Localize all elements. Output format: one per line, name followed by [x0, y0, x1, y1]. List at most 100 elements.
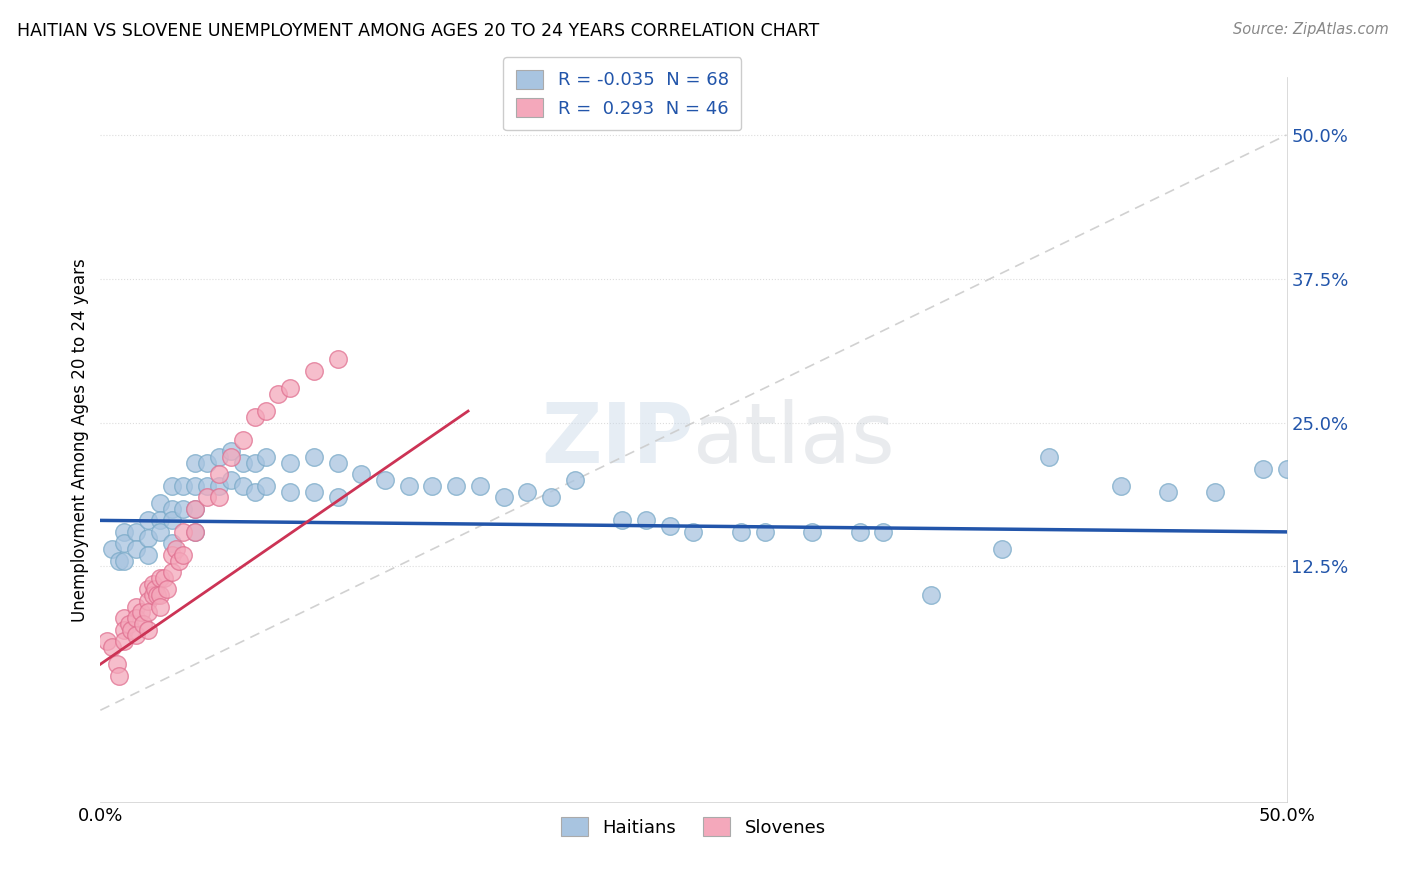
Point: [302, 450, 325, 464]
Text: Source: ZipAtlas.com: Source: ZipAtlas.com: [1233, 22, 1389, 37]
Point: [184, 524, 207, 539]
Text: atlas: atlas: [693, 400, 896, 481]
Point: [195, 491, 218, 505]
Point: [219, 473, 242, 487]
Point: [243, 409, 266, 424]
Text: ZIP: ZIP: [541, 400, 693, 481]
Point: [120, 623, 142, 637]
Point: [156, 582, 179, 597]
Point: [540, 491, 562, 505]
Point: [160, 513, 183, 527]
Point: [468, 479, 491, 493]
Point: [125, 611, 148, 625]
Point: [374, 473, 396, 487]
Point: [125, 599, 148, 614]
Point: [278, 456, 301, 470]
Point: [232, 456, 254, 470]
Point: [326, 491, 349, 505]
Point: [1204, 484, 1226, 499]
Point: [112, 611, 135, 625]
Point: [149, 588, 172, 602]
Point: [184, 501, 207, 516]
Point: [112, 554, 135, 568]
Point: [658, 519, 681, 533]
Point: [184, 456, 207, 470]
Point: [136, 513, 159, 527]
Point: [112, 524, 135, 539]
Point: [149, 524, 172, 539]
Point: [1157, 484, 1180, 499]
Point: [208, 450, 231, 464]
Point: [136, 548, 159, 562]
Point: [143, 582, 166, 597]
Point: [564, 473, 586, 487]
Text: HAITIAN VS SLOVENE UNEMPLOYMENT AMONG AGES 20 TO 24 YEARS CORRELATION CHART: HAITIAN VS SLOVENE UNEMPLOYMENT AMONG AG…: [17, 22, 820, 40]
Point: [1275, 461, 1298, 475]
Point: [254, 479, 277, 493]
Point: [208, 491, 231, 505]
Point: [195, 479, 218, 493]
Point: [108, 669, 131, 683]
Point: [254, 450, 277, 464]
Point: [129, 606, 152, 620]
Point: [125, 628, 148, 642]
Point: [1251, 461, 1274, 475]
Point: [149, 599, 172, 614]
Point: [208, 479, 231, 493]
Point: [219, 450, 242, 464]
Point: [160, 565, 183, 579]
Point: [243, 456, 266, 470]
Point: [634, 513, 657, 527]
Point: [172, 524, 194, 539]
Point: [872, 524, 894, 539]
Point: [278, 381, 301, 395]
Point: [149, 513, 172, 527]
Point: [184, 524, 207, 539]
Point: [136, 623, 159, 637]
Point: [350, 467, 373, 482]
Point: [682, 524, 704, 539]
Point: [184, 479, 207, 493]
Point: [243, 484, 266, 499]
Point: [172, 501, 194, 516]
Point: [136, 531, 159, 545]
Point: [208, 467, 231, 482]
Point: [160, 479, 183, 493]
Point: [172, 548, 194, 562]
Point: [326, 352, 349, 367]
Y-axis label: Unemployment Among Ages 20 to 24 years: Unemployment Among Ages 20 to 24 years: [72, 258, 89, 622]
Point: [326, 456, 349, 470]
Point: [167, 554, 190, 568]
Point: [112, 536, 135, 550]
Point: [422, 479, 444, 493]
Point: [105, 657, 128, 672]
Point: [801, 524, 824, 539]
Point: [398, 479, 420, 493]
Point: [278, 484, 301, 499]
Point: [754, 524, 776, 539]
Point: [254, 404, 277, 418]
Point: [302, 484, 325, 499]
Point: [146, 588, 169, 602]
Point: [149, 571, 172, 585]
Point: [112, 634, 135, 648]
Point: [920, 588, 942, 602]
Point: [125, 542, 148, 557]
Point: [232, 433, 254, 447]
Legend: Haitians, Slovenes: Haitians, Slovenes: [554, 810, 834, 844]
Point: [232, 479, 254, 493]
Point: [612, 513, 634, 527]
Point: [108, 554, 131, 568]
Point: [195, 456, 218, 470]
Point: [172, 479, 194, 493]
Point: [160, 536, 183, 550]
Point: [136, 582, 159, 597]
Point: [125, 524, 148, 539]
Point: [160, 548, 183, 562]
Point: [101, 640, 124, 654]
Point: [730, 524, 752, 539]
Point: [184, 501, 207, 516]
Point: [165, 542, 187, 557]
Point: [153, 571, 176, 585]
Point: [1109, 479, 1132, 493]
